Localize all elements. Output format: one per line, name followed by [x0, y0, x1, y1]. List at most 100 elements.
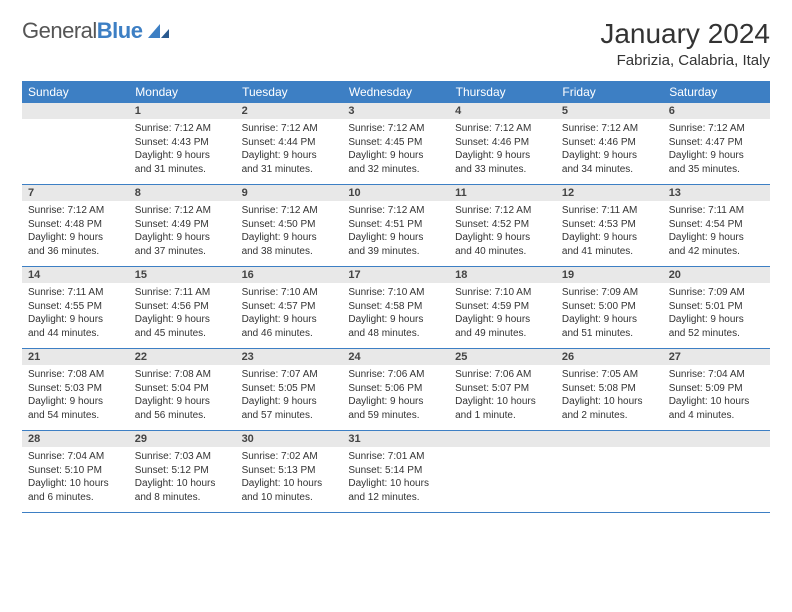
- day-line: Sunset: 4:53 PM: [562, 218, 657, 232]
- day-line: Daylight: 9 hours: [669, 231, 764, 245]
- day-number: 23: [236, 349, 343, 365]
- day-number: 11: [449, 185, 556, 201]
- day-line: Daylight: 9 hours: [242, 395, 337, 409]
- day-line: Sunset: 4:59 PM: [455, 300, 550, 314]
- day-line: and 49 minutes.: [455, 327, 550, 341]
- day-line: Sunrise: 7:07 AM: [242, 368, 337, 382]
- day-number: 14: [22, 267, 129, 283]
- day-line: Sunset: 4:56 PM: [135, 300, 230, 314]
- day-line: Sunset: 4:51 PM: [348, 218, 443, 232]
- day-line: Sunrise: 7:12 AM: [28, 204, 123, 218]
- day-line: and 33 minutes.: [455, 163, 550, 177]
- day-line: Daylight: 9 hours: [348, 231, 443, 245]
- day-data: Sunrise: 7:09 AMSunset: 5:01 PMDaylight:…: [663, 283, 770, 348]
- day-data: Sunrise: 7:09 AMSunset: 5:00 PMDaylight:…: [556, 283, 663, 348]
- day-line: Sunrise: 7:04 AM: [28, 450, 123, 464]
- day-number: 24: [342, 349, 449, 365]
- logo-text: GeneralBlue: [22, 18, 142, 44]
- day-line: Daylight: 10 hours: [562, 395, 657, 409]
- day-line: and 46 minutes.: [242, 327, 337, 341]
- day-cell: 17Sunrise: 7:10 AMSunset: 4:58 PMDayligh…: [342, 267, 449, 349]
- month-title: January 2024: [600, 18, 770, 50]
- day-line: Sunset: 5:12 PM: [135, 464, 230, 478]
- day-line: and 41 minutes.: [562, 245, 657, 259]
- day-data: Sunrise: 7:12 AMSunset: 4:47 PMDaylight:…: [663, 119, 770, 184]
- day-line: Daylight: 9 hours: [562, 231, 657, 245]
- day-line: Sunset: 5:03 PM: [28, 382, 123, 396]
- day-data: Sunrise: 7:02 AMSunset: 5:13 PMDaylight:…: [236, 447, 343, 512]
- day-line: Daylight: 9 hours: [348, 395, 443, 409]
- day-cell: 10Sunrise: 7:12 AMSunset: 4:51 PMDayligh…: [342, 185, 449, 267]
- day-cell: 9Sunrise: 7:12 AMSunset: 4:50 PMDaylight…: [236, 185, 343, 267]
- week-row: 21Sunrise: 7:08 AMSunset: 5:03 PMDayligh…: [22, 349, 770, 431]
- weekday-header: Wednesday: [342, 81, 449, 103]
- day-line: Sunset: 5:08 PM: [562, 382, 657, 396]
- day-cell: 18Sunrise: 7:10 AMSunset: 4:59 PMDayligh…: [449, 267, 556, 349]
- day-cell: 25Sunrise: 7:06 AMSunset: 5:07 PMDayligh…: [449, 349, 556, 431]
- day-line: Sunrise: 7:12 AM: [242, 122, 337, 136]
- day-line: Daylight: 9 hours: [242, 313, 337, 327]
- day-number: 21: [22, 349, 129, 365]
- day-line: and 59 minutes.: [348, 409, 443, 423]
- week-row: 14Sunrise: 7:11 AMSunset: 4:55 PMDayligh…: [22, 267, 770, 349]
- day-line: Sunrise: 7:11 AM: [562, 204, 657, 218]
- day-line: Sunset: 4:47 PM: [669, 136, 764, 150]
- day-cell: 12 Sunrise: 7:11 AMSunset: 4:53 PMDayligh…: [556, 185, 663, 267]
- day-number: 28: [22, 431, 129, 447]
- day-cell: 8Sunrise: 7:12 AMSunset: 4:49 PMDaylight…: [129, 185, 236, 267]
- day-number: 12: [556, 185, 663, 201]
- day-line: Daylight: 9 hours: [348, 149, 443, 163]
- day-data: Sunrise: 7:11 AMSunset: 4:54 PMDaylight:…: [663, 201, 770, 266]
- day-cell: 4Sunrise: 7:12 AMSunset: 4:46 PMDaylight…: [449, 103, 556, 185]
- day-line: Sunrise: 7:05 AM: [562, 368, 657, 382]
- day-line: and 48 minutes.: [348, 327, 443, 341]
- day-line: Sunset: 4:50 PM: [242, 218, 337, 232]
- day-line: Daylight: 9 hours: [562, 149, 657, 163]
- day-cell: 11Sunrise: 7:12 AMSunset: 4:52 PMDayligh…: [449, 185, 556, 267]
- week-row: 1Sunrise: 7:12 AMSunset: 4:43 PMDaylight…: [22, 103, 770, 185]
- day-line: Sunrise: 7:12 AM: [455, 204, 550, 218]
- day-line: Daylight: 9 hours: [135, 149, 230, 163]
- day-cell: 28Sunrise: 7:04 AMSunset: 5:10 PMDayligh…: [22, 431, 129, 513]
- day-line: Sunrise: 7:01 AM: [348, 450, 443, 464]
- logo-part2: Blue: [97, 18, 143, 43]
- logo-part1: General: [22, 18, 97, 43]
- day-line: Daylight: 9 hours: [242, 231, 337, 245]
- day-data: Sunrise: 7:12 AMSunset: 4:49 PMDaylight:…: [129, 201, 236, 266]
- day-line: Sunset: 5:05 PM: [242, 382, 337, 396]
- week-row: 7Sunrise: 7:12 AMSunset: 4:48 PMDaylight…: [22, 185, 770, 267]
- day-line: Daylight: 9 hours: [669, 313, 764, 327]
- day-line: Daylight: 9 hours: [135, 313, 230, 327]
- day-number-empty: [663, 431, 770, 447]
- day-line: and 56 minutes.: [135, 409, 230, 423]
- day-number: 2: [236, 103, 343, 119]
- day-line: Sunrise: 7:12 AM: [135, 204, 230, 218]
- day-cell: 19Sunrise: 7:09 AMSunset: 5:00 PMDayligh…: [556, 267, 663, 349]
- day-number-empty: [449, 431, 556, 447]
- day-cell: 20Sunrise: 7:09 AMSunset: 5:01 PMDayligh…: [663, 267, 770, 349]
- day-line: Sunrise: 7:10 AM: [348, 286, 443, 300]
- day-data-empty: [556, 447, 663, 505]
- day-number-empty: [22, 103, 129, 119]
- day-line: Daylight: 9 hours: [348, 313, 443, 327]
- day-number: 26: [556, 349, 663, 365]
- day-line: and 38 minutes.: [242, 245, 337, 259]
- day-line: Sunset: 4:45 PM: [348, 136, 443, 150]
- day-cell: 1Sunrise: 7:12 AMSunset: 4:43 PMDaylight…: [129, 103, 236, 185]
- weekday-header-row: Sunday Monday Tuesday Wednesday Thursday…: [22, 81, 770, 103]
- day-line: and 6 minutes.: [28, 491, 123, 505]
- day-cell: 22Sunrise: 7:08 AMSunset: 5:04 PMDayligh…: [129, 349, 236, 431]
- day-data: Sunrise: 7:12 AMSunset: 4:43 PMDaylight:…: [129, 119, 236, 184]
- day-line: Sunset: 5:09 PM: [669, 382, 764, 396]
- sail-icon: [146, 22, 170, 40]
- day-line: and 52 minutes.: [669, 327, 764, 341]
- day-number: 16: [236, 267, 343, 283]
- day-line: and 57 minutes.: [242, 409, 337, 423]
- day-number: 27: [663, 349, 770, 365]
- day-line: Daylight: 10 hours: [348, 477, 443, 491]
- day-line: and 31 minutes.: [242, 163, 337, 177]
- day-data: Sunrise: 7:04 AMSunset: 5:10 PMDaylight:…: [22, 447, 129, 512]
- day-cell: 27Sunrise: 7:04 AMSunset: 5:09 PMDayligh…: [663, 349, 770, 431]
- day-data: Sunrise: 7:12 AMSunset: 4:50 PMDaylight:…: [236, 201, 343, 266]
- day-cell: [449, 431, 556, 513]
